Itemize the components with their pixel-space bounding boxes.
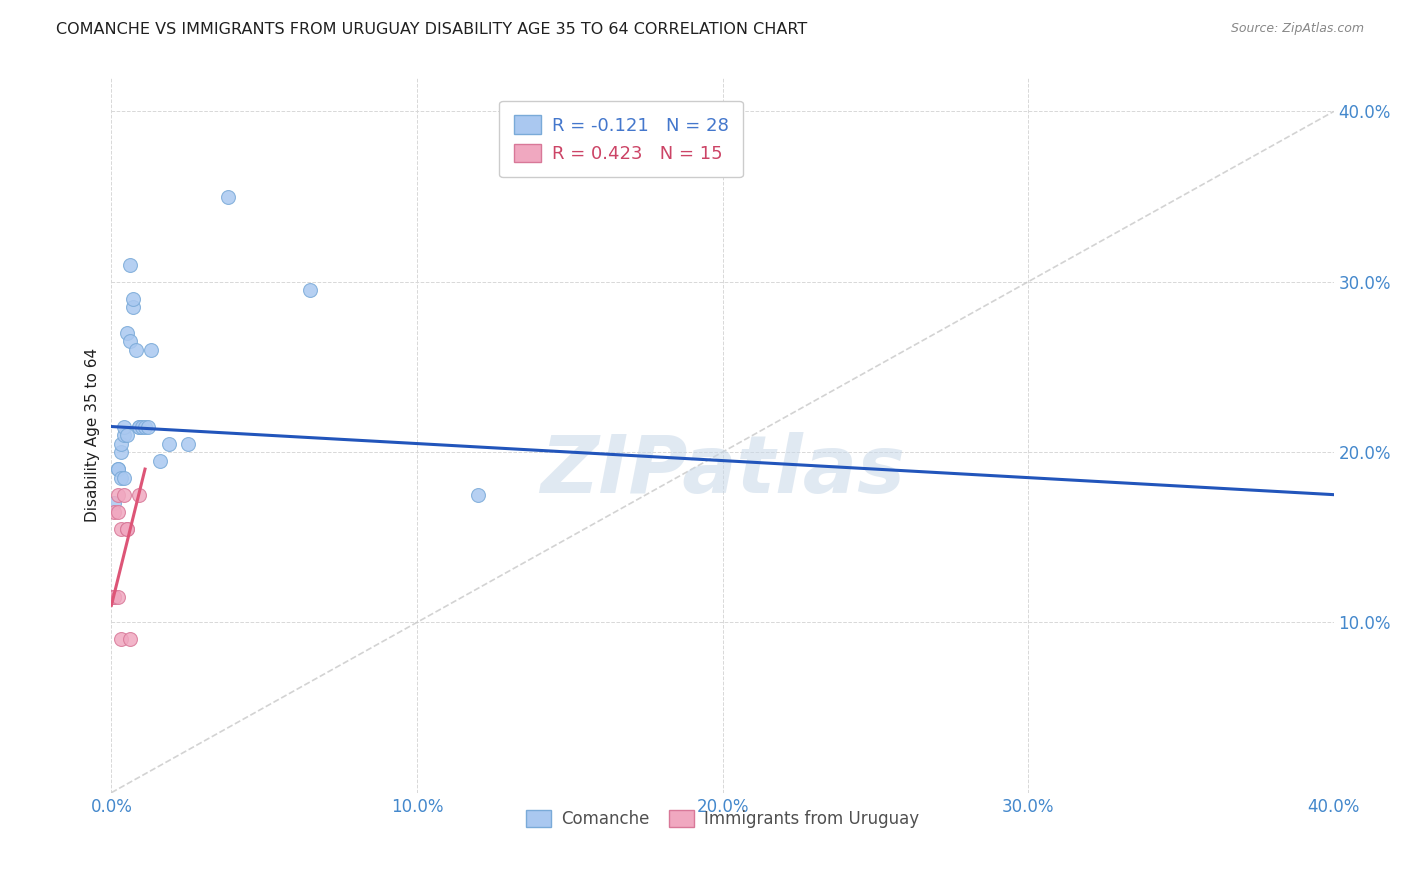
Point bbox=[118, 258, 141, 272]
Point bbox=[112, 419, 135, 434]
Point bbox=[121, 301, 143, 315]
Point bbox=[115, 326, 138, 340]
Point bbox=[107, 462, 129, 476]
Point bbox=[121, 292, 143, 306]
Point bbox=[107, 462, 129, 476]
Point bbox=[467, 488, 489, 502]
Point bbox=[110, 436, 132, 450]
Point bbox=[103, 590, 125, 604]
Point bbox=[103, 505, 125, 519]
Point bbox=[100, 590, 122, 604]
Point bbox=[134, 419, 156, 434]
Point bbox=[159, 436, 181, 450]
Point bbox=[110, 522, 132, 536]
Point bbox=[115, 428, 138, 442]
Y-axis label: Disability Age 35 to 64: Disability Age 35 to 64 bbox=[86, 348, 100, 522]
Point bbox=[118, 334, 141, 349]
Point bbox=[115, 522, 138, 536]
Point bbox=[115, 522, 138, 536]
Point bbox=[100, 590, 122, 604]
Point bbox=[112, 470, 135, 484]
Point bbox=[110, 632, 132, 647]
Point bbox=[131, 419, 153, 434]
Point bbox=[110, 445, 132, 459]
Point bbox=[103, 590, 125, 604]
Point bbox=[217, 189, 239, 203]
Point bbox=[299, 283, 322, 297]
Point bbox=[139, 343, 162, 357]
Text: Source: ZipAtlas.com: Source: ZipAtlas.com bbox=[1230, 22, 1364, 36]
Point bbox=[128, 419, 150, 434]
Point bbox=[112, 428, 135, 442]
Point bbox=[103, 496, 125, 510]
Point bbox=[107, 488, 129, 502]
Point bbox=[149, 453, 172, 467]
Point bbox=[110, 470, 132, 484]
Point bbox=[118, 632, 141, 647]
Point bbox=[107, 505, 129, 519]
Point bbox=[112, 488, 135, 502]
Point bbox=[128, 419, 150, 434]
Text: ZIPatlas: ZIPatlas bbox=[540, 432, 905, 510]
Point bbox=[125, 343, 148, 357]
Legend: Comanche, Immigrants from Uruguay: Comanche, Immigrants from Uruguay bbox=[519, 803, 927, 834]
Point bbox=[177, 436, 200, 450]
Text: COMANCHE VS IMMIGRANTS FROM URUGUAY DISABILITY AGE 35 TO 64 CORRELATION CHART: COMANCHE VS IMMIGRANTS FROM URUGUAY DISA… bbox=[56, 22, 807, 37]
Point bbox=[107, 590, 129, 604]
Point bbox=[136, 419, 159, 434]
Point bbox=[128, 488, 150, 502]
